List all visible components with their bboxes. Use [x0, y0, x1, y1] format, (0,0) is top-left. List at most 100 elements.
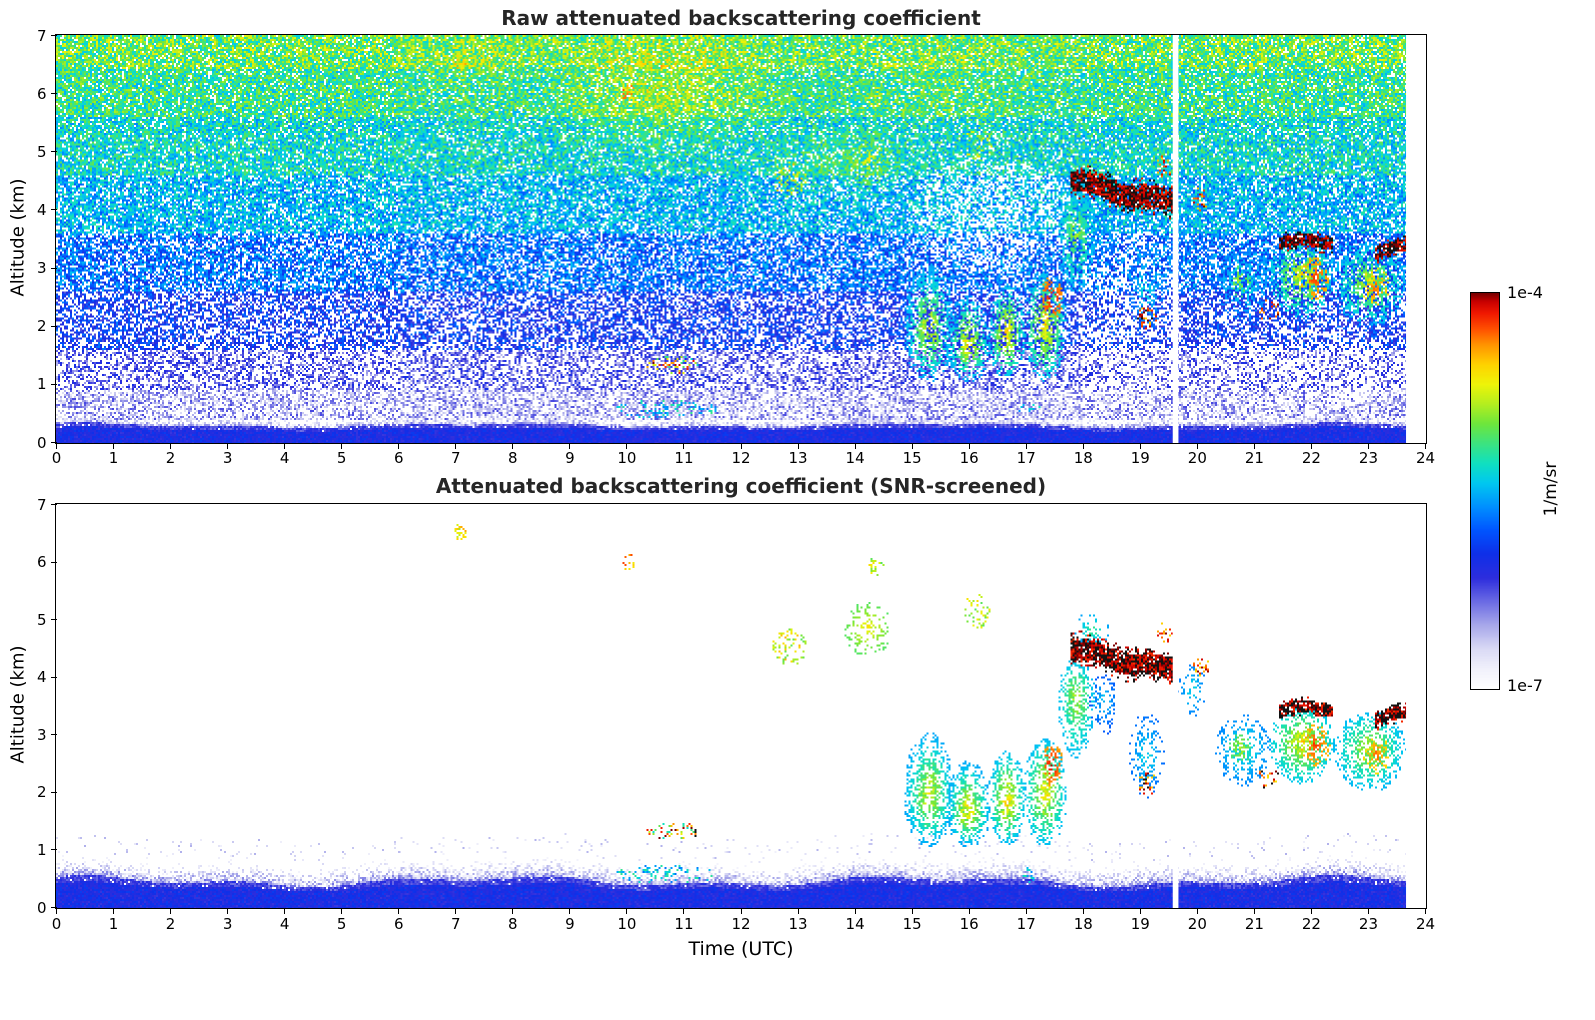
- x-tick-label: 16: [959, 449, 979, 467]
- x-tick-label: 15: [902, 449, 922, 467]
- x-tick-mark: [398, 442, 400, 449]
- x-tick-label: 12: [731, 449, 751, 467]
- y-tick-label: 0: [36, 898, 47, 917]
- x-tick-mark: [170, 442, 172, 449]
- y-tick-mark: [50, 561, 57, 563]
- x-tick-mark: [1310, 907, 1312, 914]
- x-tick-mark: [1367, 442, 1369, 449]
- x-tick-label: 7: [451, 449, 461, 467]
- x-tick-label: 14: [845, 915, 865, 933]
- x-tick-label: 21: [1244, 449, 1264, 467]
- y-tick-mark: [50, 734, 57, 736]
- x-tick-mark: [569, 442, 571, 449]
- x-tick-mark: [1025, 907, 1027, 914]
- x-tick-mark: [626, 442, 628, 449]
- y-tick-label: 7: [36, 495, 47, 514]
- x-tick-label: 20: [1187, 915, 1207, 933]
- x-tick-label: 12: [731, 915, 751, 933]
- y-tick-label: 1: [36, 375, 47, 394]
- x-tick-mark: [797, 442, 799, 449]
- x-tick-mark: [911, 442, 913, 449]
- x-tick-label: 1: [108, 449, 119, 467]
- y-tick-label: 3: [36, 725, 47, 744]
- x-tick-mark: [740, 907, 742, 914]
- x-tick-mark: [170, 907, 172, 914]
- y-tick-mark: [50, 442, 57, 443]
- x-tick-mark: [455, 442, 457, 449]
- y-tick-label: 2: [36, 783, 47, 802]
- panel-screened-title: Attenuated backscattering coefficient (S…: [435, 474, 1047, 498]
- x-tick-mark: [1139, 442, 1141, 449]
- x-tick-mark: [1196, 907, 1198, 914]
- colorbar-min-label: 1e-7: [1507, 676, 1543, 695]
- y-tick-mark: [50, 676, 57, 678]
- x-tick-label: 5: [336, 449, 347, 467]
- x-tick-label: 16: [959, 915, 979, 933]
- x-tick-mark: [968, 442, 970, 449]
- x-tick-label: 1: [108, 915, 119, 933]
- y-tick-label: 0: [36, 433, 47, 452]
- x-tick-label: 17: [1016, 449, 1036, 467]
- y-tick-mark: [50, 907, 57, 908]
- colorbar: [1470, 292, 1500, 690]
- x-tick-label: 18: [1073, 449, 1093, 467]
- x-tick-mark: [1253, 442, 1255, 449]
- y-tick-label: 6: [36, 553, 47, 572]
- x-tick-label: 19: [1130, 449, 1150, 467]
- x-tick-mark: [854, 442, 856, 449]
- x-tick-label: 10: [617, 449, 637, 467]
- x-tick-mark: [341, 907, 343, 914]
- x-tick-label: 9: [565, 449, 575, 467]
- x-tick-mark: [1082, 907, 1084, 914]
- x-tick-label: 14: [845, 449, 865, 467]
- y-tick-mark: [50, 383, 57, 385]
- x-tick-mark: [1425, 442, 1426, 449]
- y-tick-mark: [50, 267, 57, 269]
- y-tick-mark: [50, 209, 57, 211]
- x-tick-mark: [911, 907, 913, 914]
- x-tick-label: 19: [1130, 915, 1150, 933]
- x-tick-mark: [1253, 907, 1255, 914]
- x-tick-label: 22: [1301, 449, 1321, 467]
- x-tick-mark: [455, 907, 457, 914]
- x-tick-label: 0: [51, 449, 62, 467]
- x-tick-mark: [512, 442, 514, 449]
- x-tick-label: 21: [1244, 915, 1264, 933]
- x-tick-mark: [56, 907, 57, 914]
- x-tick-mark: [284, 442, 286, 449]
- x-tick-label: 3: [222, 915, 233, 933]
- x-tick-mark: [1082, 442, 1084, 449]
- panel-screened-axes: [55, 503, 1427, 909]
- x-tick-mark: [1367, 907, 1369, 914]
- x-tick-mark: [113, 442, 115, 449]
- y-tick-mark: [50, 791, 57, 793]
- x-tick-label: 0: [51, 915, 62, 933]
- y-tick-label: 3: [36, 259, 47, 278]
- x-tick-label: 6: [393, 449, 404, 467]
- x-tick-label: 8: [508, 449, 518, 467]
- colorbar-gradient: [1471, 293, 1499, 689]
- y-tick-label: 5: [36, 142, 47, 161]
- x-tick-label: 3: [222, 449, 233, 467]
- y-tick-mark: [50, 504, 57, 505]
- x-tick-label: 8: [508, 915, 518, 933]
- colorbar-units-label: 1/m/sr: [1541, 461, 1561, 517]
- x-tick-mark: [1425, 907, 1426, 914]
- x-tick-label: 9: [565, 915, 575, 933]
- x-tick-label: 23: [1358, 915, 1378, 933]
- x-tick-label: 7: [451, 915, 461, 933]
- x-tick-mark: [968, 907, 970, 914]
- panel-raw-axes: [55, 34, 1427, 444]
- x-tick-label: 18: [1073, 915, 1093, 933]
- x-tick-label: 13: [788, 449, 808, 467]
- y-tick-label: 6: [36, 84, 47, 103]
- x-tick-mark: [1196, 442, 1198, 449]
- x-tick-label: 4: [279, 915, 290, 933]
- y-tick-mark: [50, 325, 57, 327]
- y-tick-mark: [50, 619, 57, 621]
- y-tick-mark: [50, 35, 57, 36]
- y-tick-mark: [50, 151, 57, 153]
- x-tick-mark: [341, 442, 343, 449]
- x-tick-mark: [1025, 442, 1027, 449]
